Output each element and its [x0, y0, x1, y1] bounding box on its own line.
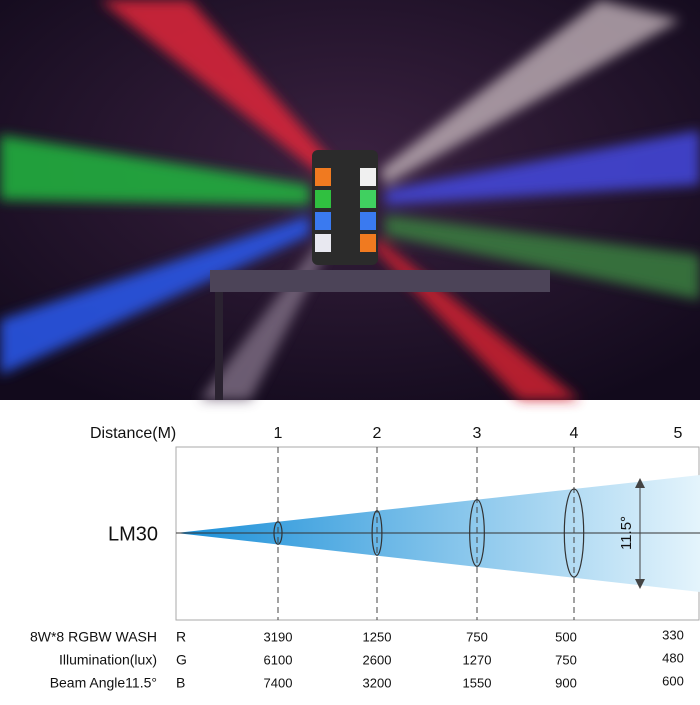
beam-angle: 11.5°: [618, 516, 635, 550]
beam-red: [100, 0, 340, 175]
table-top: [210, 270, 550, 292]
spec-label: Illumination(lux): [59, 652, 157, 668]
spec-label: 8W*8 RGBW WASH: [30, 629, 157, 645]
beam-blue: [385, 130, 700, 205]
lux-value: 750: [555, 652, 577, 667]
distance-label: 1: [274, 425, 283, 442]
channel-label: G: [176, 652, 187, 668]
distance-label: 4: [570, 425, 579, 442]
beam-section: [563, 488, 585, 578]
beam-section: [469, 499, 485, 567]
beam-blue: [0, 215, 310, 375]
angle-marker: 11.5°: [618, 478, 645, 589]
model-label: LM30: [108, 523, 158, 545]
beam-section: [273, 521, 283, 545]
distance-label: 3: [473, 425, 482, 442]
lux-value: 330: [662, 627, 684, 642]
lux-value: 6100: [264, 652, 293, 667]
lux-value: 600: [662, 673, 684, 688]
channel-label: R: [176, 629, 186, 645]
beam-green: [385, 215, 700, 300]
lux-value: 3200: [363, 675, 392, 690]
spec-label: Beam Angle11.5°: [50, 675, 157, 691]
distance-label: 5: [674, 425, 683, 442]
lux-value: 500: [555, 629, 577, 644]
photo: [0, 0, 700, 400]
diagram-dynamic: 1 2 3 4 5 8W*8 RGBW WASH R 3190 1250 750 500 330 Ill…: [30, 425, 684, 690]
distance-header: Distance(M): [90, 425, 176, 442]
beam-green: [0, 135, 310, 205]
lux-value: 1550: [463, 675, 492, 690]
beam-section: [371, 510, 383, 556]
fixture: [312, 150, 378, 265]
lux-value: 2600: [363, 652, 392, 667]
lux-value: 750: [466, 629, 488, 644]
beam-white: [380, 0, 680, 185]
table-leg: [215, 292, 223, 400]
channel-label: B: [176, 675, 185, 691]
lux-value: 7400: [264, 675, 293, 690]
distance-label: 2: [373, 425, 382, 442]
lux-value: 480: [662, 650, 684, 665]
lux-value: 3190: [264, 629, 293, 644]
lux-value: 1250: [363, 629, 392, 644]
lux-value: 900: [555, 675, 577, 690]
lux-value: 1270: [463, 652, 492, 667]
